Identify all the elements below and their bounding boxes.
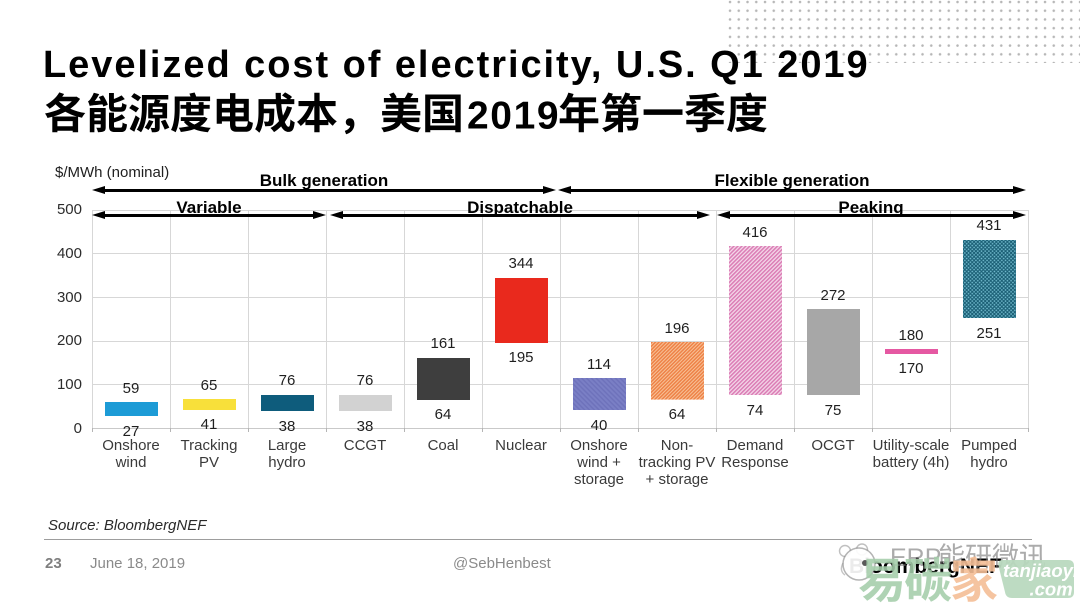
svg-text:tanjiaoyi: tanjiaoyi — [1003, 560, 1079, 581]
svg-text:.com: .com — [1030, 579, 1073, 600]
svg-text:2019: 2019 — [467, 95, 560, 138]
